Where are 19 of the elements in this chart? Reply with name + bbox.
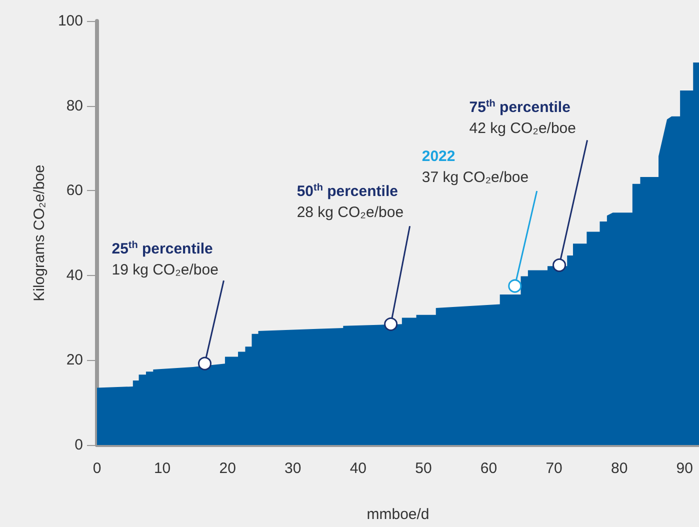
x-tick-label: 10 <box>154 460 171 477</box>
x-tick-label: 60 <box>480 460 498 477</box>
x-tick-label: 70 <box>546 460 562 477</box>
y-tick-label: 60 <box>66 182 83 200</box>
y-tick-label: 40 <box>66 266 83 284</box>
x-tick-label: 20 <box>219 460 236 477</box>
y-tick-label: 20 <box>66 352 83 369</box>
x-tick-label: 50 <box>415 460 432 477</box>
x-tick-label: 30 <box>284 460 302 477</box>
y-axis-title: Kilograms CO₂e/boe <box>31 164 48 302</box>
y-tick-label: 100 <box>58 12 83 30</box>
y-tick-label: 80 <box>66 97 83 114</box>
x-tick-label: 90 <box>676 460 693 477</box>
y-tick-label: 0 <box>74 436 83 454</box>
x-tick-label: 80 <box>611 460 628 477</box>
x-tick-label: 0 <box>92 460 102 477</box>
x-tick-label: 40 <box>350 460 367 477</box>
annotation: 2022 37 kg CO₂e/boe <box>422 148 529 186</box>
x-axis-title: mmboe/d <box>366 506 430 523</box>
